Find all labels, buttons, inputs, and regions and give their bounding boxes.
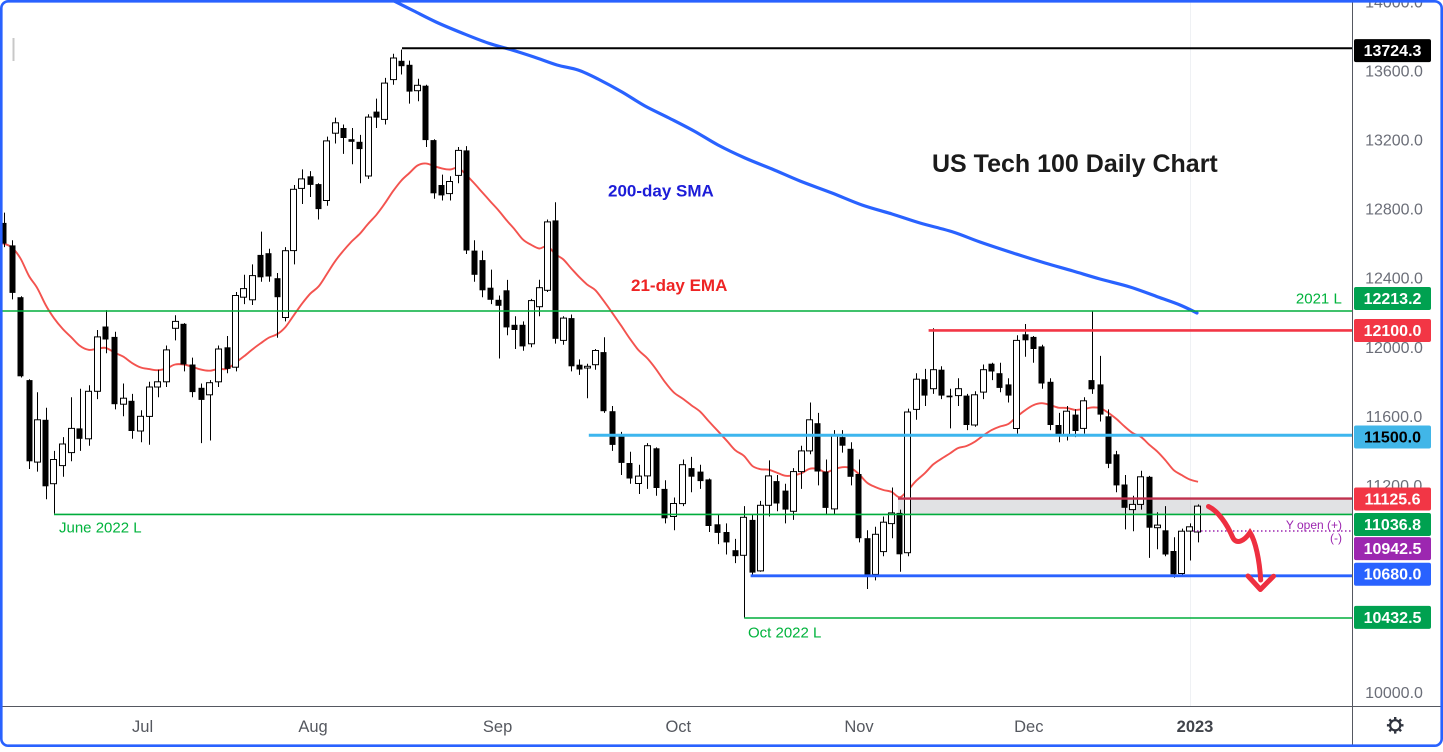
svg-text:10680.0: 10680.0	[1364, 567, 1422, 584]
svg-text:(-): (-)	[1330, 531, 1342, 545]
svg-text:Nov: Nov	[844, 718, 874, 736]
svg-text:11600.0: 11600.0	[1366, 409, 1423, 426]
svg-text:Oct: Oct	[665, 718, 691, 736]
svg-text:Dec: Dec	[1014, 718, 1043, 736]
svg-text:21-day EMA: 21-day EMA	[631, 276, 727, 295]
svg-text:11500.0: 11500.0	[1364, 430, 1421, 447]
svg-text:13200.0: 13200.0	[1365, 133, 1423, 150]
svg-text:June 2022 L: June 2022 L	[59, 520, 142, 537]
svg-text:11125.6: 11125.6	[1364, 492, 1420, 509]
svg-text:13600.0: 13600.0	[1365, 64, 1423, 81]
svg-text:10000.0: 10000.0	[1365, 685, 1423, 702]
svg-text:12213.2: 12213.2	[1364, 291, 1422, 308]
svg-text:US Tech 100 Daily Chart: US Tech 100 Daily Chart	[932, 150, 1218, 178]
svg-text:Oct 2022 L: Oct 2022 L	[748, 625, 821, 642]
svg-text:12000.0: 12000.0	[1365, 340, 1423, 357]
svg-text:11036.8: 11036.8	[1364, 517, 1421, 534]
svg-text:2021 L: 2021 L	[1296, 291, 1342, 308]
svg-text:12800.0: 12800.0	[1365, 202, 1423, 219]
svg-text:Y open (+): Y open (+)	[1286, 518, 1342, 532]
svg-text:200-day SMA: 200-day SMA	[608, 182, 714, 201]
svg-text:12400.0: 12400.0	[1365, 271, 1423, 288]
svg-text:14000.0: 14000.0	[1365, 0, 1423, 11]
svg-text:12100.0: 12100.0	[1364, 323, 1422, 340]
svg-text:Jul: Jul	[132, 718, 153, 736]
svg-text:13724.3: 13724.3	[1364, 43, 1422, 60]
svg-text:10432.5: 10432.5	[1364, 610, 1422, 627]
svg-text:2023: 2023	[1177, 718, 1214, 736]
svg-text:Aug: Aug	[298, 718, 327, 736]
svg-text:10942.5: 10942.5	[1364, 541, 1422, 558]
svg-text:Sep: Sep	[483, 718, 512, 736]
